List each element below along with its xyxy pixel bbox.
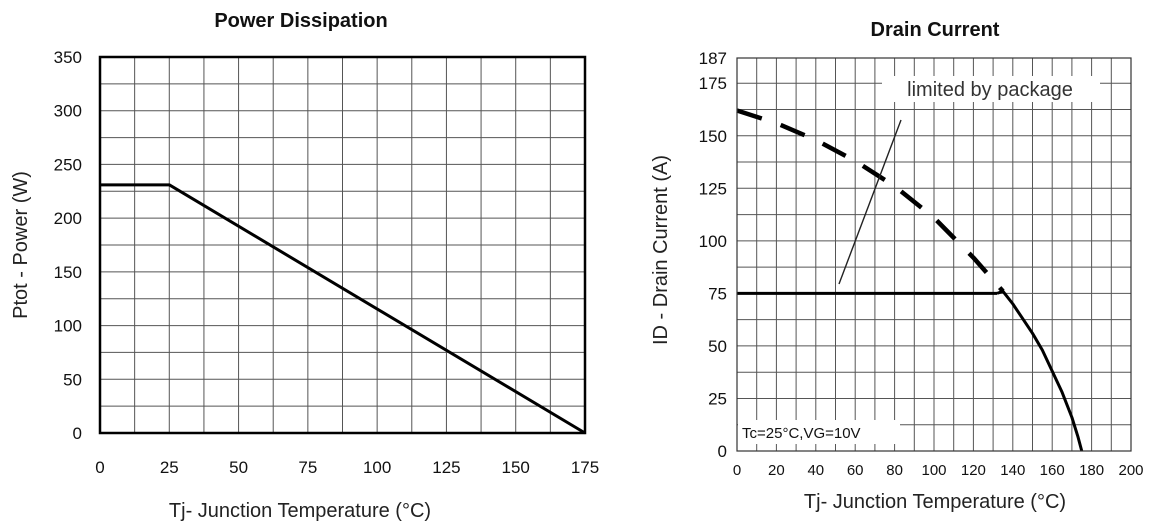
x-tick-label: 120 (961, 462, 986, 479)
drain-current-chart: Drain Current 0 25 50 75 100 125 150 175 187 0 20… (650, 19, 1144, 513)
x-tick-label: 125 (432, 458, 460, 477)
x-tick-label: 75 (298, 458, 317, 477)
y-tick-label: 300 (54, 102, 82, 121)
y-tick-label: 350 (54, 48, 82, 67)
y-tick-label: 150 (699, 127, 727, 146)
x-tick-label: 25 (160, 458, 179, 477)
plot-frame (98, 55, 587, 435)
y-tick-label: 25 (708, 389, 727, 408)
series-lines (736, 108, 1084, 452)
x-tick-label: 60 (847, 462, 864, 479)
series-lines (100, 183, 586, 435)
x-tick-labels: 0 25 50 75 100 125 150 175 (95, 458, 599, 477)
x-tick-label: 80 (886, 462, 903, 479)
y-axis-label: ID - Drain Current (A) (650, 155, 672, 345)
y-tick-label: 100 (54, 317, 82, 336)
x-tick-label: 20 (768, 462, 785, 479)
grid (736, 58, 1132, 452)
x-tick-labels: 0 20 40 60 80 100 120 140 160 180 200 (733, 462, 1144, 479)
x-axis-label: Tj- Junction Temperature (°C) (804, 491, 1066, 513)
annotation-background (882, 76, 1100, 102)
power-dissipation-chart: Power Dissipation 050100150200250300350 … (10, 10, 599, 522)
grid (99, 56, 586, 434)
chart-title: Drain Current (871, 19, 1000, 41)
x-tick-label: 100 (363, 458, 391, 477)
chart-title: Power Dissipation (214, 10, 387, 32)
y-tick-label: 0 (73, 424, 82, 443)
y-tick-label: 0 (718, 442, 727, 461)
x-tick-label: 50 (229, 458, 248, 477)
x-tick-label: 175 (571, 458, 599, 477)
y-tick-label: 175 (699, 74, 727, 93)
annotation-pointer (838, 119, 902, 285)
y-tick-label: 200 (54, 209, 82, 228)
y-axis-label: Ptot - Power (W) (10, 171, 32, 319)
x-tick-label: 100 (921, 462, 946, 479)
plot-frame (736, 57, 1132, 452)
y-tick-label: 100 (699, 232, 727, 251)
x-tick-label: 180 (1079, 462, 1104, 479)
annotation-limited-by-package: limited by package (907, 79, 1073, 101)
x-tick-label: 0 (733, 462, 741, 479)
y-tick-label: 150 (54, 263, 82, 282)
y-tick-label: 50 (708, 337, 727, 356)
y-tick-label: 125 (699, 179, 727, 198)
package-limit-dashed-line (736, 108, 1005, 293)
x-tick-label: 150 (502, 458, 530, 477)
y-tick-labels: 0 50 100 150 200 250 300 350 (54, 48, 82, 443)
y-tick-labels: 0 25 50 75 100 125 150 175 187 (699, 49, 727, 461)
current-derating-curve (996, 289, 1084, 452)
x-tick-label: 40 (807, 462, 824, 479)
y-tick-label: 75 (708, 284, 727, 303)
x-axis-label: Tj- Junction Temperature (°C) (169, 500, 431, 522)
annotation-conditions: Tc=25°C,VG=10V (742, 425, 861, 442)
condition-background (738, 420, 900, 444)
x-tick-label: 200 (1118, 462, 1143, 479)
power-derating-line (100, 183, 586, 435)
y-tick-label: 50 (63, 370, 82, 389)
x-tick-label: 0 (95, 458, 104, 477)
y-tick-label: 250 (54, 155, 82, 174)
x-tick-label: 140 (1000, 462, 1025, 479)
y-tick-label: 187 (699, 49, 727, 68)
x-tick-label: 160 (1040, 462, 1065, 479)
